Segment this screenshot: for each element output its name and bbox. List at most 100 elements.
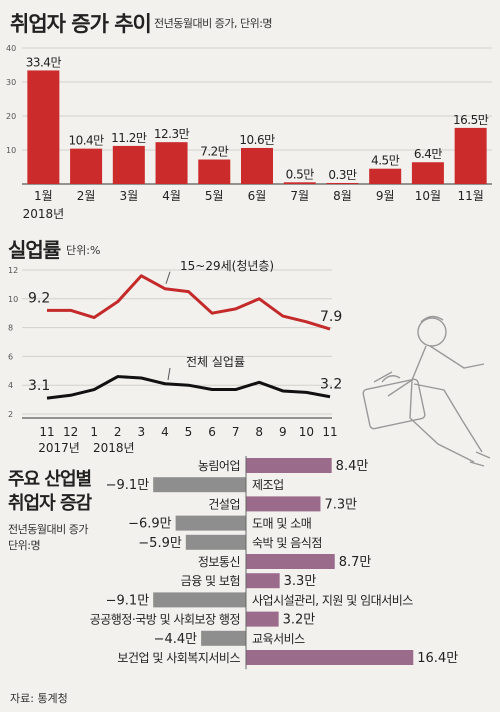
bar — [198, 159, 231, 184]
employment-chart-subtitle: 전년동월대비 증가, 단위:명 — [154, 17, 273, 30]
industry-bar — [246, 554, 335, 569]
bar — [326, 182, 359, 184]
bar — [155, 142, 188, 184]
industry-category-label: 교육서비스 — [252, 632, 305, 646]
source-note: 자료: 통계청 — [10, 692, 68, 705]
industry-category-label: 공공행정·국방 및 사회보장 행정 — [90, 612, 240, 627]
y-tick-label: 12 — [8, 266, 18, 275]
industry-value-label: −5.9만 — [138, 536, 182, 551]
y-tick-label: 4 — [8, 381, 13, 390]
employment-chart-title: 취업자 증가 추이 — [10, 12, 152, 36]
industry-bar — [153, 592, 246, 608]
industry-bar — [175, 515, 246, 531]
industry-value-label: 8.7만 — [339, 555, 372, 570]
industry-value-label: 3.2만 — [283, 613, 316, 628]
industry-category-label: 보건업 및 사회복지서비스 — [117, 651, 240, 665]
y-tick-label: 8 — [8, 324, 13, 333]
bar — [283, 182, 316, 184]
industry-value-label: −9.1만 — [106, 593, 150, 608]
x-tick-label: 11월 — [457, 189, 483, 203]
x-tick-label: 9 — [279, 425, 287, 439]
industry-category-label: 제조업 — [252, 478, 284, 492]
industry-category-label: 금융 및 보험 — [181, 574, 240, 588]
industry-bar — [201, 630, 246, 646]
x-tick-label: 11 — [322, 425, 337, 439]
series-leader-line — [167, 367, 171, 381]
y-tick-label: 20 — [6, 112, 16, 121]
industry-bar — [153, 477, 246, 493]
y-tick-label: 10 — [8, 295, 18, 304]
year-label: 2018년 — [23, 207, 65, 221]
industry-value-label: 16.4만 — [417, 651, 458, 666]
industry-bar — [246, 496, 321, 512]
y-tick-label: 40 — [6, 44, 16, 53]
industry-category-label: 숙박 및 음식점 — [252, 536, 322, 550]
bar-value-label: 0.3만 — [328, 168, 357, 182]
x-tick-label: 9월 — [376, 189, 395, 203]
bar-value-label: 6.4만 — [414, 147, 443, 161]
industry-value-label: 7.3만 — [324, 497, 357, 512]
bar-value-label: 0.5만 — [286, 167, 315, 181]
bar — [70, 148, 103, 184]
industry-chart-subtitle-line: 전년동월대비 증가 — [8, 523, 88, 536]
industry-bar — [246, 458, 332, 473]
bar — [454, 127, 487, 184]
bar-value-label: 33.4만 — [26, 55, 62, 69]
year-label: 2018년 — [93, 441, 135, 455]
bar — [241, 147, 273, 184]
industry-value-label: 8.4만 — [336, 459, 369, 474]
x-tick-label: 3 — [138, 425, 146, 439]
x-tick-label: 7월 — [290, 189, 309, 203]
bar-value-label: 10.6만 — [239, 133, 275, 147]
industry-bar — [246, 650, 414, 665]
industry-chart-subtitle-line: 단위:명 — [8, 539, 41, 552]
industry-category-label: 건설업 — [208, 497, 240, 511]
y-tick-label: 30 — [6, 78, 16, 87]
x-tick-label: 4 — [161, 425, 169, 439]
bar — [27, 70, 60, 184]
x-tick-label: 8월 — [333, 189, 352, 203]
industry-bar — [246, 611, 279, 627]
x-tick-label: 3월 — [119, 189, 138, 203]
x-tick-label: 2월 — [77, 189, 96, 203]
industry-chart-subtitle: 전년동월대비 증가 단위:명 — [8, 522, 88, 554]
bar-value-label: 16.5만 — [453, 113, 489, 127]
y-tick-label: 10 — [6, 146, 16, 155]
running-man-illustration — [362, 315, 491, 467]
industry-category-label: 사업시설관리, 지원 및 임대서비스 — [252, 593, 413, 607]
x-tick-label: 5 — [185, 425, 193, 439]
x-tick-label: 8 — [255, 425, 263, 439]
industry-chart-title: 주요 산업별 취업자 증감 — [8, 468, 92, 516]
bar-value-label: 7.2만 — [200, 145, 229, 159]
series-line — [47, 274, 331, 331]
x-tick-label: 10월 — [415, 189, 441, 203]
unemployment-chart-subtitle: 단위:% — [66, 244, 101, 257]
x-tick-label: 11 — [39, 425, 54, 439]
year-label: 2017년 — [38, 441, 80, 455]
industry-value-label: 3.3만 — [284, 574, 317, 589]
industry-value-label: −4.4만 — [154, 632, 198, 647]
x-tick-label: 10 — [299, 425, 314, 439]
industry-bar — [246, 573, 280, 589]
x-tick-label: 5월 — [205, 189, 224, 203]
y-tick-label: 2 — [8, 410, 13, 419]
series-name-label: 전체 실업률 — [186, 355, 245, 369]
bar — [411, 162, 444, 184]
x-tick-label: 12 — [63, 425, 78, 439]
series-end-label: 3.2 — [320, 377, 342, 393]
industry-bar — [185, 534, 246, 550]
x-tick-label: 1 — [90, 425, 98, 439]
x-tick-label: 4월 — [162, 189, 181, 203]
industry-category-label: 정보통신 — [198, 555, 240, 569]
industry-chart-title-line: 취업자 증감 — [8, 493, 92, 514]
series-leader-line — [165, 271, 171, 284]
industry-category-label: 농림어업 — [198, 459, 240, 473]
series-start-label: 3.1 — [28, 378, 50, 394]
industry-category-label: 도매 및 소매 — [252, 517, 311, 531]
x-tick-label: 2 — [114, 425, 122, 439]
y-tick-label: 6 — [8, 352, 13, 361]
bar — [112, 145, 145, 184]
x-tick-label: 6 — [208, 425, 216, 439]
x-tick-label: 1월 — [34, 189, 53, 203]
